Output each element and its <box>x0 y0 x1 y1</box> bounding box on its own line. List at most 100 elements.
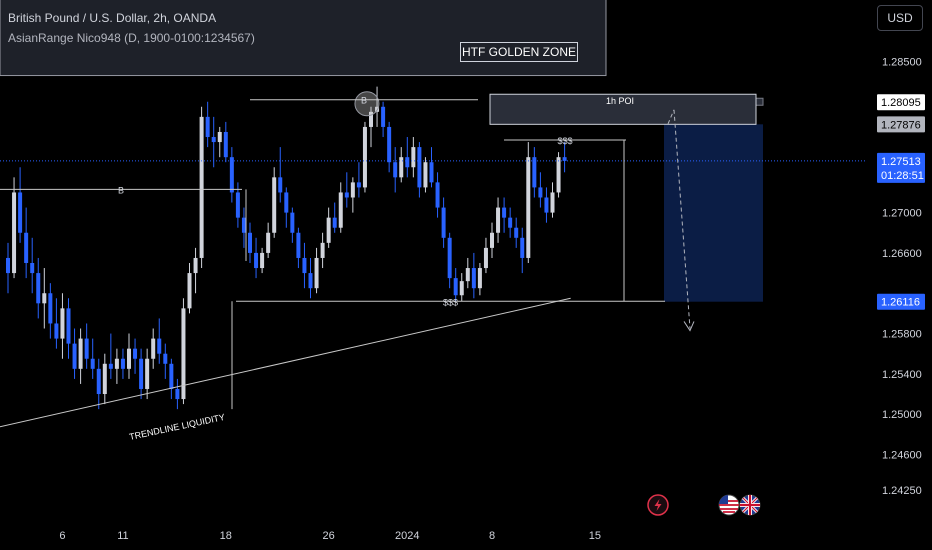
candle-body <box>453 278 458 296</box>
candle-body <box>96 368 101 395</box>
b-level-upper-label: B <box>361 96 367 106</box>
candle-body <box>48 293 53 324</box>
trendline-label: TRENDLINE LIQUIDITY <box>128 412 225 442</box>
candle-body <box>369 111 373 127</box>
candle-body <box>417 147 422 188</box>
candle-body <box>102 363 107 395</box>
candle-body <box>127 348 131 369</box>
candle-body <box>350 182 355 198</box>
candle-body <box>241 217 246 233</box>
liquidity-upper-label: $$$ <box>557 136 572 146</box>
candle-body <box>181 308 186 400</box>
candle-body <box>24 232 29 263</box>
candle-body <box>217 131 222 143</box>
candle-body <box>514 227 519 238</box>
candle-body <box>490 232 494 248</box>
candle-body <box>471 268 476 289</box>
candle-body <box>387 126 392 163</box>
projection-path <box>667 109 691 329</box>
candle-body <box>266 232 271 253</box>
candle-body <box>290 212 295 233</box>
x-tick-label: 2024 <box>395 530 419 542</box>
currency-selector[interactable]: USD <box>877 5 923 31</box>
candle-body <box>465 268 470 282</box>
x-tick-label: 18 <box>220 530 232 542</box>
y-tick-label: 1.27000 <box>882 208 922 220</box>
candle-body <box>526 157 531 258</box>
price-label-box <box>877 293 925 310</box>
candle-body <box>544 197 549 213</box>
candle-body <box>459 281 464 296</box>
y-tick-label: 1.25800 <box>882 329 922 341</box>
price-label: 1.27876 <box>881 119 921 131</box>
candle-body <box>320 242 325 258</box>
b-level-lower-label: B <box>118 185 124 195</box>
candle-body <box>72 343 77 369</box>
candle-body <box>332 217 337 228</box>
candle-body <box>411 147 416 168</box>
candle-body <box>6 257 10 274</box>
x-tick-label: 26 <box>323 530 335 542</box>
candle-body <box>302 257 307 274</box>
price-label-box <box>877 94 925 111</box>
x-tick-label: 8 <box>489 530 495 542</box>
candle-body <box>405 157 410 168</box>
poi-1h-box <box>489 93 757 125</box>
candle-body <box>84 338 89 359</box>
uk-flag-icon[interactable] <box>739 494 761 516</box>
candle-body <box>399 157 404 178</box>
indicator-legend[interactable]: AsianRange Nico948 (D, 1900-0100:1234567… <box>8 31 255 45</box>
liquidity-lower-label: $$$ <box>443 297 458 307</box>
candle-body <box>30 263 35 274</box>
candle-body <box>187 273 192 309</box>
candle-body <box>296 232 301 258</box>
candle-body <box>272 177 277 233</box>
candle-body <box>441 207 446 238</box>
candle-body <box>260 252 265 269</box>
candle-body <box>145 358 150 389</box>
candle-body <box>562 157 567 161</box>
candle-body <box>393 162 398 178</box>
x-tick-label: 15 <box>589 530 601 542</box>
event-icons[interactable] <box>647 494 761 516</box>
candle-body <box>139 358 144 389</box>
candle-body <box>18 192 23 233</box>
candle-body <box>338 192 343 228</box>
candle-body <box>356 182 361 188</box>
candle-body <box>157 338 162 354</box>
lightning-event-icon[interactable] <box>647 494 669 516</box>
candle-body <box>284 192 289 213</box>
candle-body <box>120 358 125 369</box>
candle-body <box>114 358 119 369</box>
y-tick-label: 1.25000 <box>882 409 922 421</box>
candle-body <box>108 363 113 369</box>
candle-body <box>538 187 543 198</box>
projection-arrowhead <box>683 321 695 332</box>
y-tick-label: 1.24600 <box>882 449 922 461</box>
candle-body <box>36 273 41 304</box>
poi-1h-label: 1h POI <box>606 96 634 106</box>
candle-body <box>362 126 367 188</box>
price-label-box <box>877 152 925 183</box>
candle-body <box>90 358 95 369</box>
us-flag-icon[interactable] <box>718 494 740 516</box>
candle-body <box>326 217 331 243</box>
candle-body <box>205 116 210 138</box>
candle-body <box>223 131 228 158</box>
candle-body <box>483 247 488 269</box>
candle-body <box>54 323 59 339</box>
price-label: 1.27513 <box>881 156 921 168</box>
candle-body <box>429 162 434 183</box>
candle-body <box>199 116 204 258</box>
candle-body <box>151 338 156 359</box>
zones-layer: 1h POI <box>0 0 764 302</box>
candle-body <box>381 106 386 127</box>
candle-body <box>248 232 252 253</box>
price-label: 1.28095 <box>881 97 921 109</box>
candle-body <box>308 273 313 289</box>
candle-body <box>502 207 507 218</box>
candle-body <box>42 293 47 304</box>
candles-layer <box>6 86 567 410</box>
candle-body <box>133 348 138 359</box>
